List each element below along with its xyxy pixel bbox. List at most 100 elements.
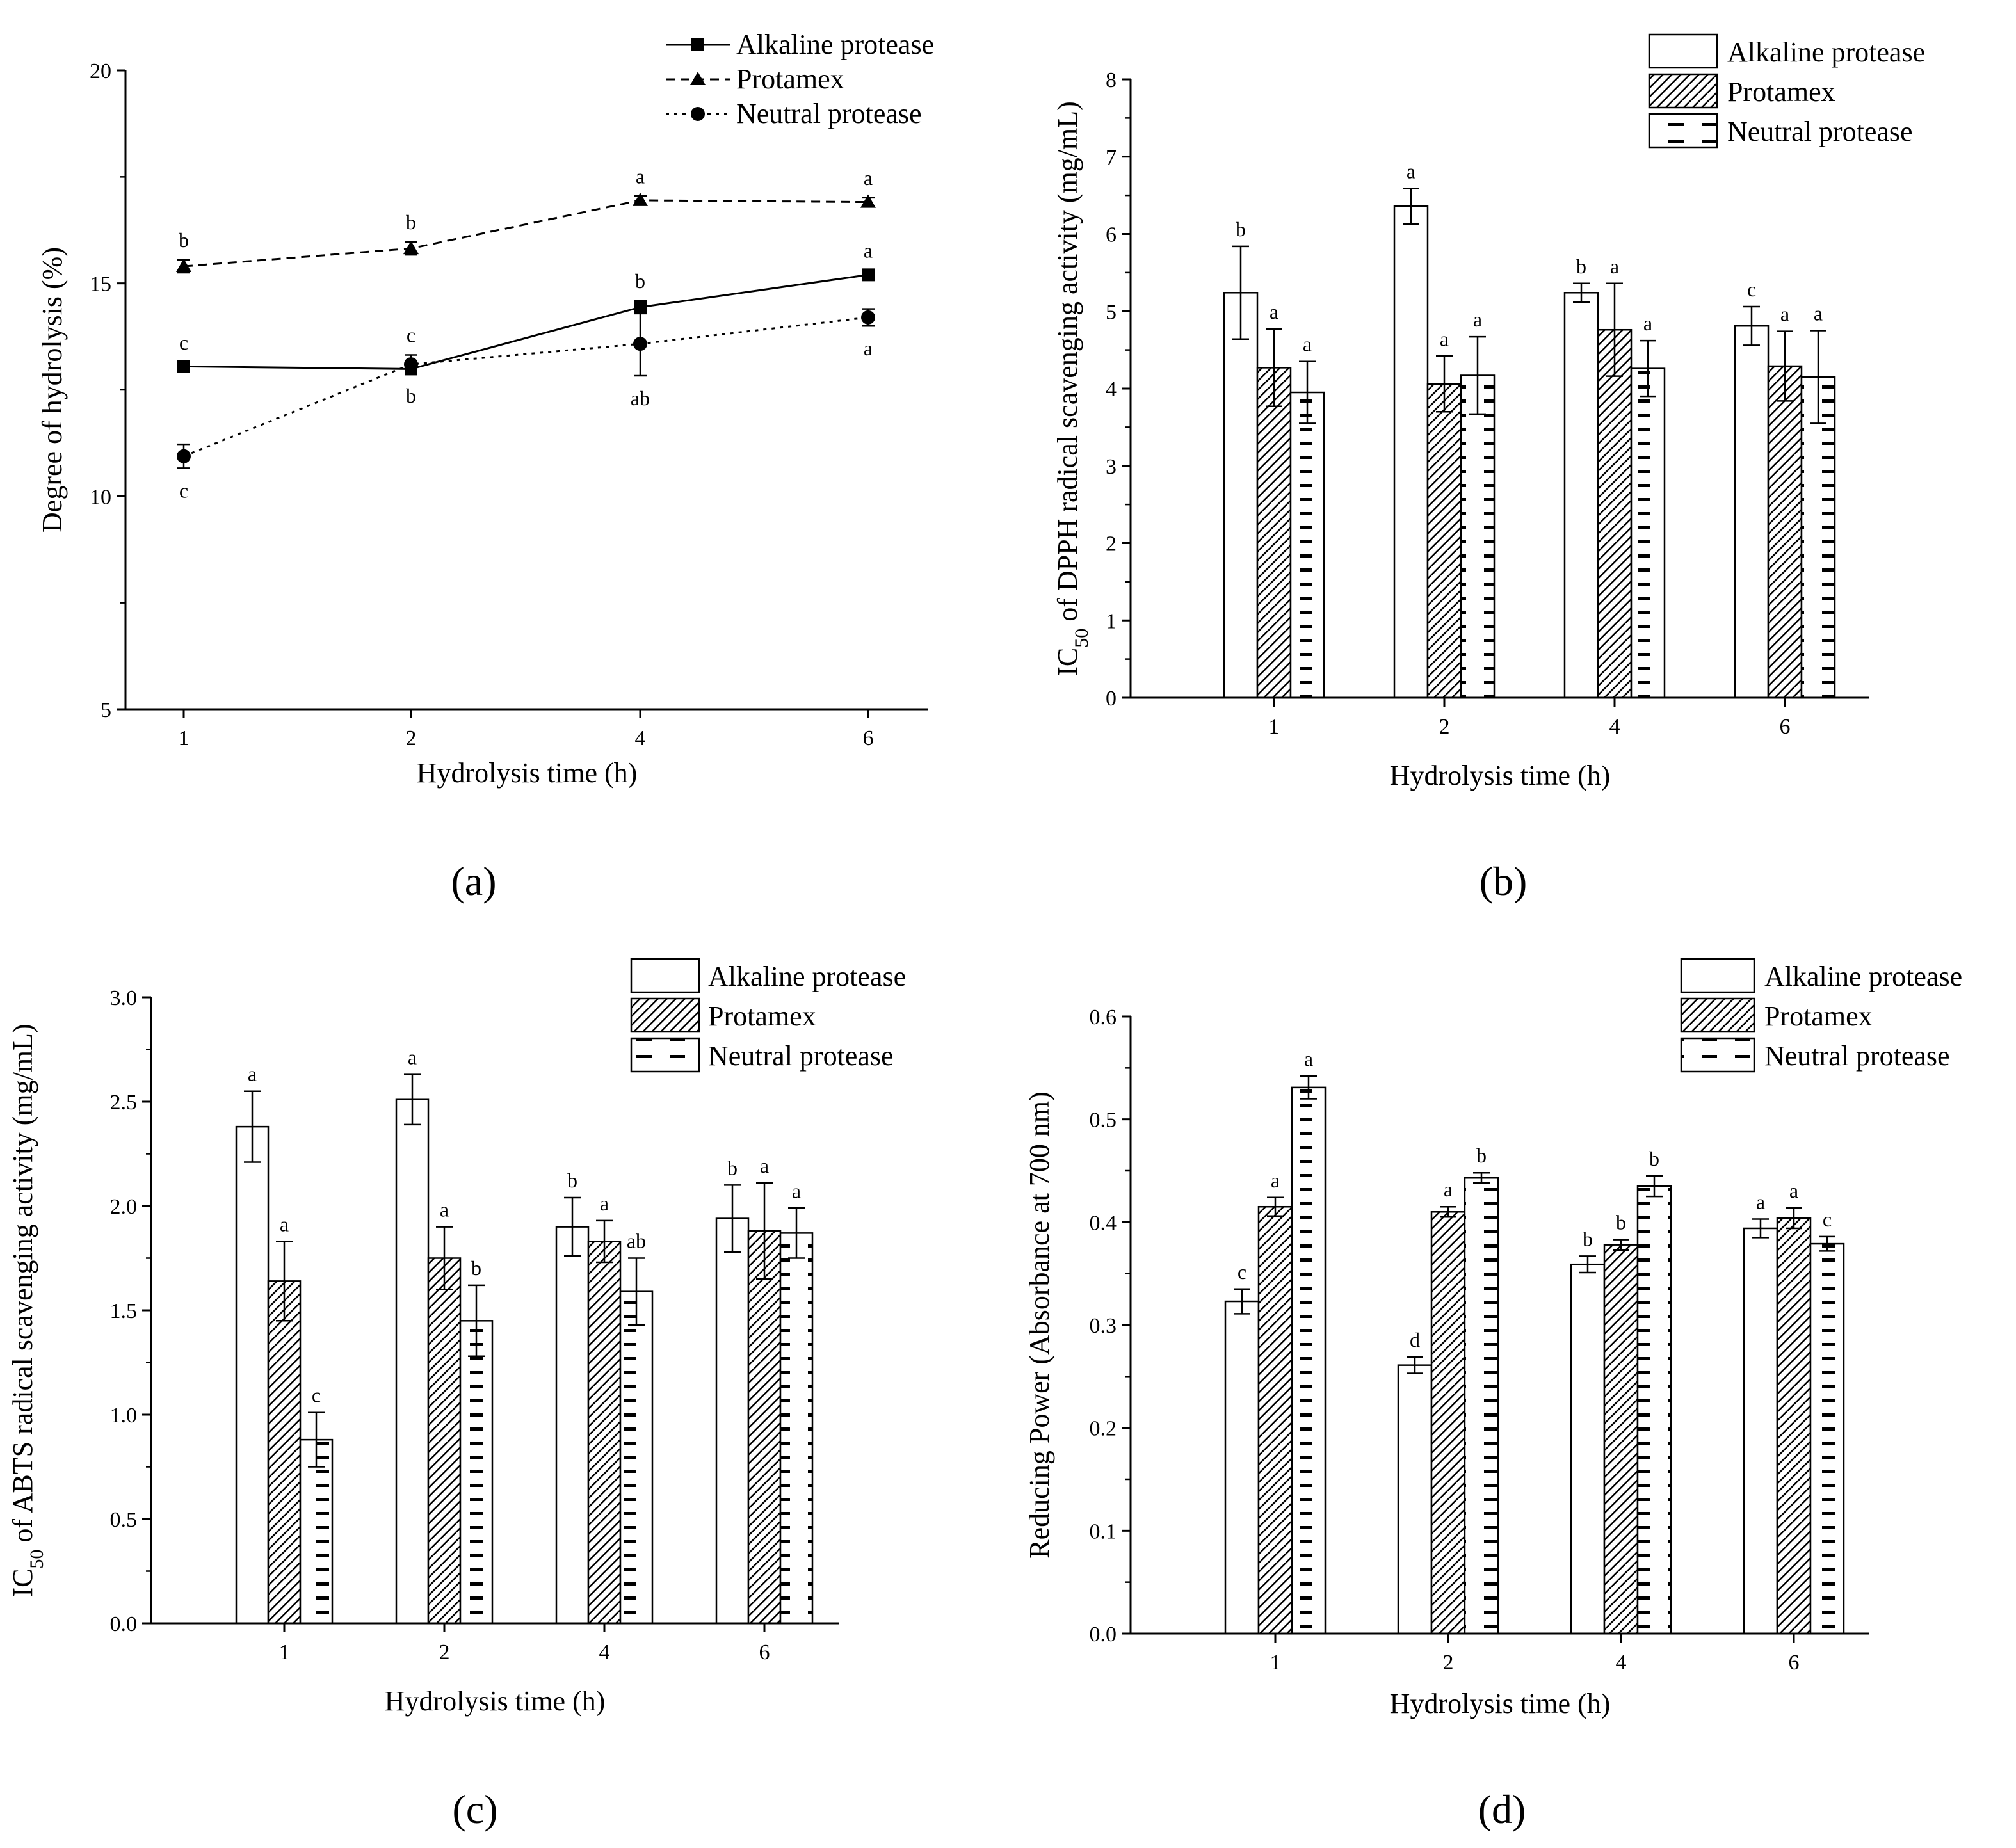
x-tick-label: 2 <box>439 1641 450 1664</box>
panel-label: (c) <box>452 1787 497 1832</box>
significance-letter: b <box>727 1156 738 1179</box>
legend-swatch <box>1680 958 1755 993</box>
y-tick-label: 15 <box>90 273 111 296</box>
legend-label: Neutral protease <box>1727 116 1913 147</box>
legend-label: Alkaline protease <box>708 961 906 992</box>
legend-swatch <box>1680 997 1755 1033</box>
x-tick-label: 2 <box>406 727 417 750</box>
bar <box>1800 376 1836 699</box>
significance-letter: a <box>864 239 873 262</box>
x-tick-label: 4 <box>1616 1651 1627 1675</box>
y-axis-label: Reducing Power (Absorbance at 700 nm) <box>1024 1091 1055 1558</box>
legend-label: Neutral protease <box>736 98 922 129</box>
significance-letter: a <box>1304 1047 1313 1070</box>
significance-letter: a <box>1610 255 1619 278</box>
significance-letter: b <box>471 1257 481 1280</box>
y-tick-label: 0.3 <box>1090 1314 1117 1338</box>
y-tick-label: 2.0 <box>110 1195 138 1219</box>
y-tick-label: 5 <box>101 698 111 722</box>
significance-letter: ab <box>627 1230 646 1253</box>
bar <box>779 1232 814 1625</box>
bar <box>1426 383 1462 699</box>
y-tick-label: 2 <box>1106 533 1117 556</box>
significance-letter: b <box>179 229 189 252</box>
x-tick-label: 4 <box>1609 715 1620 739</box>
y-tick-label: 0.0 <box>110 1612 138 1636</box>
y-tick-label: 6 <box>1106 223 1117 247</box>
legend-label: Protamex <box>708 1000 816 1032</box>
data-point <box>861 310 875 325</box>
significance-letter: a <box>792 1179 801 1202</box>
significance-letter: a <box>864 337 873 360</box>
panel-b: b a a a a a b a a c a a Alkaline protease Protamex Neu… <box>1052 33 1925 904</box>
bar <box>1563 292 1599 699</box>
legend-swatch <box>1648 113 1718 149</box>
significance-letter: c <box>1747 278 1756 301</box>
significance-letter: a <box>1814 301 1823 325</box>
significance-letter: a <box>636 165 645 188</box>
significance-letter: a <box>864 166 873 189</box>
significance-letter: b <box>1649 1147 1659 1170</box>
series-line-1 <box>183 199 869 268</box>
y-tick-label: 1.5 <box>110 1299 138 1323</box>
y-tick-label: 0.1 <box>1090 1520 1117 1543</box>
bar <box>1630 367 1666 699</box>
bar <box>1257 1205 1293 1635</box>
x-tick-label: 1 <box>1269 715 1280 739</box>
data-point <box>634 300 647 314</box>
bar <box>1223 292 1259 699</box>
significance-letter: a <box>1473 308 1482 331</box>
significance-letter: b <box>567 1169 577 1192</box>
significance-letter: b <box>1616 1211 1626 1234</box>
x-tick-label: 2 <box>1443 1651 1454 1675</box>
data-point <box>176 259 191 273</box>
y-tick-label: 3.0 <box>110 986 138 1010</box>
panel-label: (d) <box>1478 1787 1526 1832</box>
panel-label: (b) <box>1480 858 1528 904</box>
data-point <box>403 241 419 255</box>
x-axis-label: Hydrolysis time (h) <box>385 1685 606 1717</box>
significance-letter: a <box>1756 1191 1765 1214</box>
y-tick-label: 20 <box>90 60 111 83</box>
x-tick-label: 4 <box>599 1641 610 1664</box>
bar <box>1464 1177 1499 1635</box>
significance-letter: d <box>1410 1328 1420 1351</box>
significance-letter: a <box>1271 1169 1280 1192</box>
x-tick-label: 6 <box>1789 1651 1800 1675</box>
data-point <box>404 357 418 372</box>
significance-letter: a <box>280 1212 289 1235</box>
legend-marker <box>691 107 705 121</box>
bar <box>1291 1086 1327 1635</box>
legend-label: Neutral protease <box>1764 1040 1950 1072</box>
data-point <box>177 449 191 463</box>
significance-letter: a <box>440 1198 449 1221</box>
x-tick-label: 6 <box>1780 715 1791 739</box>
significance-letter: a <box>1643 312 1652 335</box>
legend-swatch <box>1648 33 1718 69</box>
y-tick-label: 5 <box>1106 300 1117 324</box>
significance-letter: a <box>1789 1179 1798 1202</box>
series-line-0 <box>183 273 869 370</box>
significance-letter: a <box>1407 159 1415 182</box>
significance-letter: c <box>1238 1260 1246 1283</box>
y-tick-label: 0.4 <box>1090 1211 1117 1235</box>
series-line-2 <box>183 316 869 458</box>
bar <box>1743 1227 1778 1635</box>
x-tick-label: 1 <box>279 1641 290 1664</box>
bar <box>1224 1300 1260 1635</box>
legend-marker <box>690 72 706 85</box>
data-point <box>177 360 190 373</box>
bar <box>1393 205 1429 699</box>
legend-label: Alkaline protease <box>736 29 934 60</box>
bar <box>1734 325 1770 699</box>
y-axis-label: IC50 of ABTS radical scavenging activity… <box>7 1024 47 1596</box>
y-tick-label: 3 <box>1106 455 1117 479</box>
significance-letter: a <box>408 1046 417 1069</box>
bar <box>1636 1185 1672 1635</box>
bar <box>1460 374 1496 699</box>
significance-letter: a <box>600 1192 609 1215</box>
y-tick-label: 4 <box>1106 378 1117 401</box>
x-tick-label: 1 <box>179 727 190 750</box>
